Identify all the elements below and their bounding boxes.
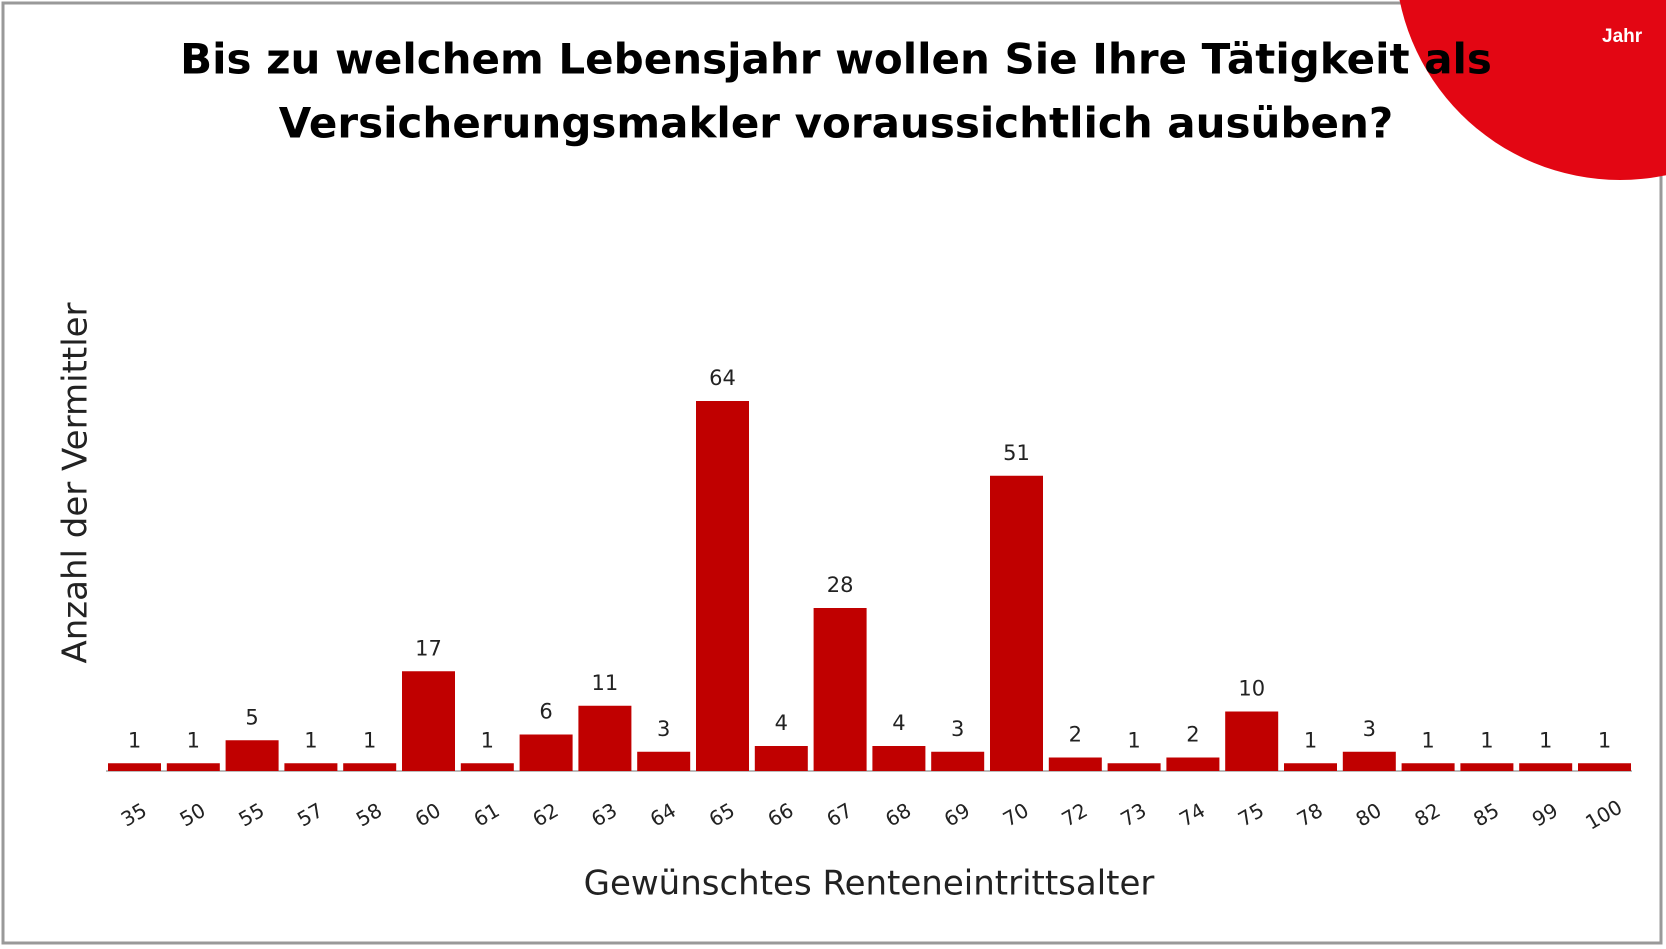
bar [1578,763,1631,771]
bar [225,740,279,771]
value-label: 2 [1069,723,1082,747]
value-label: 1 [1127,728,1140,752]
bar [108,763,161,771]
bar [284,763,338,771]
value-label: 2 [1186,723,1199,747]
bar [1107,763,1161,771]
value-label: 64 [709,366,736,390]
bar [402,671,455,771]
bar [460,763,514,771]
bar [1166,757,1220,771]
value-label: 6 [539,700,552,724]
bar [1519,763,1573,771]
bar [519,734,573,771]
value-label: 1 [481,728,494,752]
x-axis-label: Gewünschtes Renteneintrittsalter [584,864,1155,904]
value-label: 3 [1363,717,1376,741]
value-label: 4 [892,711,905,735]
bar [696,401,749,771]
bar [166,763,220,771]
bar [1460,763,1514,771]
value-label: 51 [1003,441,1030,465]
value-label: 11 [592,671,619,695]
value-label: 1 [1421,728,1434,752]
bar [637,751,691,771]
bar [931,751,985,771]
badge-circle [1399,0,1666,180]
bar [813,608,867,771]
value-label: 4 [775,711,788,735]
value-label: 28 [827,573,854,597]
value-label: 1 [1539,728,1552,752]
y-axis-label: Anzahl der Vermittler [56,302,96,663]
value-label: 10 [1238,677,1265,701]
bar [343,763,397,771]
value-label: 1 [363,728,376,752]
bar [578,705,632,771]
bar [872,746,926,771]
value-label: 1 [187,728,200,752]
value-label: 1 [1480,728,1493,752]
bar [1048,757,1102,771]
chart-title: Bis zu welchem Lebensjahr wollen Sie Ihr… [180,35,1492,84]
bar [754,746,808,771]
bar [990,475,1043,771]
value-label: 1 [1598,728,1611,752]
value-label: 1 [128,728,141,752]
bar [1342,751,1396,771]
value-label: 1 [304,728,317,752]
badge-text: Jahr [1602,26,1643,47]
value-label: 1 [1304,728,1317,752]
bar [1284,763,1337,771]
bar [1401,763,1455,771]
value-label: 3 [951,717,964,741]
value-label: 17 [415,636,442,660]
chart-title: Versicherungsmakler voraussichtlich ausü… [279,99,1394,148]
value-label: 3 [657,717,670,741]
value-label: 5 [245,705,258,729]
bar [1225,711,1279,771]
